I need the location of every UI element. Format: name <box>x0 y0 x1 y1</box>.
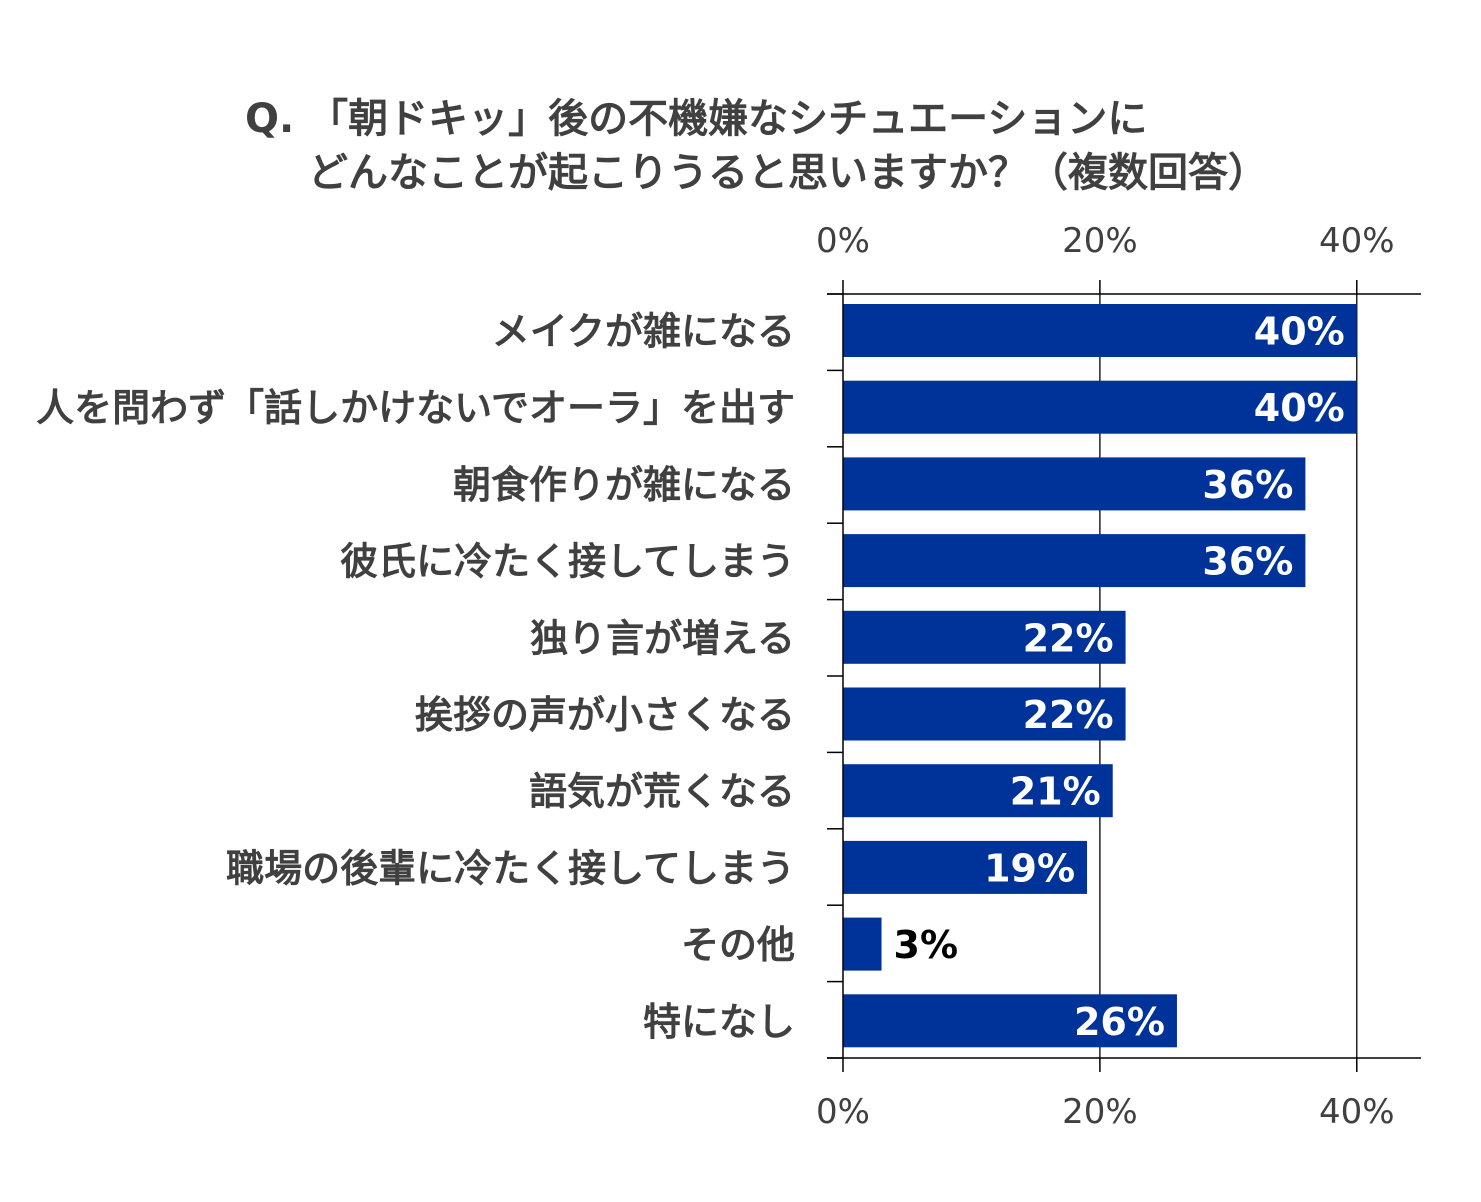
chart-title-line-1: Q. 「朝ドキッ」後の不機嫌なシチュエーションに <box>245 96 1148 142</box>
value-label-4: 22% <box>1023 616 1114 660</box>
bar-3 <box>843 534 1306 588</box>
bar-7 <box>843 840 1088 894</box>
category-label-1: 人を問わず「話しかけないでオーラ」を出す <box>36 386 795 430</box>
x-tick-label-top-0: 0% <box>816 221 870 261</box>
value-label-9: 26% <box>1074 1000 1165 1044</box>
category-label-2: 朝食作りが雑になる <box>453 463 795 507</box>
category-label-7: 職場の後輩に冷たく接してしまう <box>226 846 795 890</box>
category-label-3: 彼氏に冷たく接してしまう <box>340 540 795 584</box>
value-label-1: 40% <box>1254 386 1345 430</box>
bar-2 <box>843 457 1306 511</box>
bar-5 <box>843 687 1126 741</box>
bar-4 <box>843 610 1126 664</box>
category-label-9: 特になし <box>643 1000 795 1044</box>
value-label-3: 36% <box>1202 540 1293 584</box>
category-label-0: メイクが雑になる <box>492 310 795 354</box>
value-label-0: 40% <box>1254 310 1345 354</box>
bar-6 <box>843 764 1113 818</box>
category-label-4: 独り言が増える <box>530 616 795 660</box>
category-label-6: 語気が荒くなる <box>529 770 795 814</box>
x-tick-label-bottom-40: 40% <box>1319 1092 1395 1132</box>
x-tick-label-top-20: 20% <box>1062 221 1138 261</box>
category-label-8: その他 <box>681 923 795 967</box>
value-label-7: 19% <box>984 846 1075 890</box>
bar-1 <box>843 380 1357 434</box>
x-tick-label-bottom-20: 20% <box>1062 1092 1138 1132</box>
value-label-5: 22% <box>1023 693 1114 737</box>
bar-8 <box>843 917 882 971</box>
category-label-5: 挨拶の声が小さくなる <box>415 693 795 737</box>
value-label-8: 3% <box>894 923 959 967</box>
bar-9 <box>843 994 1177 1048</box>
value-label-6: 21% <box>1010 770 1101 814</box>
bar-0 <box>843 304 1357 357</box>
x-tick-label-bottom-0: 0% <box>816 1092 870 1132</box>
x-tick-label-top-40: 40% <box>1319 221 1395 261</box>
chart-title-line-2: どんなことが起こりうると思いますか？（複数回答） <box>308 150 1268 196</box>
value-label-2: 36% <box>1202 463 1293 507</box>
